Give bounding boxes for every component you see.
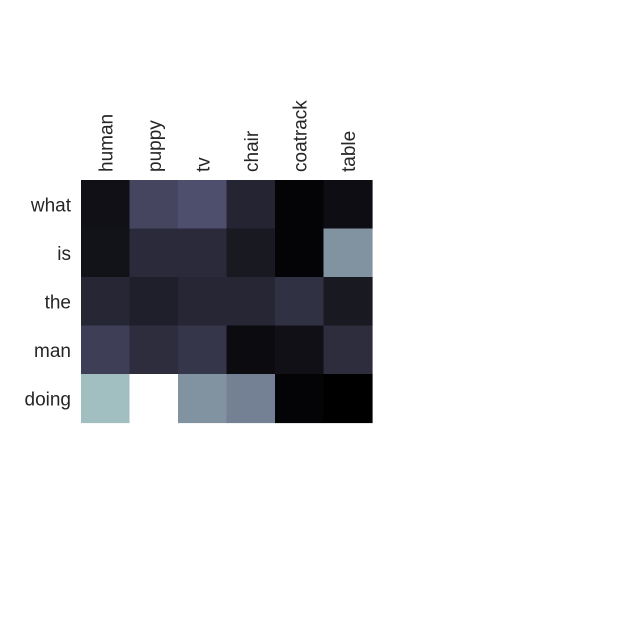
heatmap-cell-doing-tv xyxy=(178,374,228,424)
heatmap-cell-what-human xyxy=(81,180,131,230)
x-tick-label-tv: tv xyxy=(193,157,214,172)
heatmap-cell-doing-human xyxy=(81,374,131,424)
heatmap-cell-doing-table xyxy=(323,374,373,424)
heatmap-cell-the-puppy xyxy=(129,277,179,327)
heatmap-cell-what-coatrack xyxy=(275,180,325,230)
heatmap-cell-is-human xyxy=(81,228,131,278)
y-tick-label-the: the xyxy=(45,292,71,313)
x-tick-labels: human puppy tv chair coatrack table xyxy=(96,100,360,172)
heatmap-cell-man-puppy xyxy=(129,325,179,375)
heatmap-cell-man-coatrack xyxy=(275,325,325,375)
heatmap-cell-is-puppy xyxy=(129,228,179,278)
y-tick-labels: what is the man doing xyxy=(25,195,72,410)
heatmap-cell-man-table xyxy=(323,325,373,375)
x-tick-label-chair: chair xyxy=(242,130,263,172)
heatmap-cell-doing-coatrack xyxy=(275,374,325,424)
x-tick-label-human: human xyxy=(96,114,117,172)
heatmap-cells xyxy=(81,180,373,424)
heatmap-cell-the-tv xyxy=(178,277,228,327)
heatmap-cell-man-chair xyxy=(226,325,276,375)
heatmap-cell-is-chair xyxy=(226,228,276,278)
heatmap-cell-man-human xyxy=(81,325,131,375)
heatmap-cell-is-tv xyxy=(178,228,228,278)
y-tick-label-is: is xyxy=(57,244,71,265)
y-tick-label-man: man xyxy=(34,341,71,362)
x-tick-label-coatrack: coatrack xyxy=(290,100,311,172)
heatmap-cell-the-table xyxy=(323,277,373,327)
x-tick-label-table: table xyxy=(339,131,360,172)
x-tick-label-puppy: puppy xyxy=(145,120,166,172)
heatmap-cell-is-coatrack xyxy=(275,228,325,278)
y-tick-label-doing: doing xyxy=(25,389,72,410)
heatmap-cell-doing-puppy xyxy=(129,374,179,424)
y-tick-label-what: what xyxy=(30,195,72,216)
heatmap-cell-what-table xyxy=(323,180,373,230)
heatmap-cell-what-chair xyxy=(226,180,276,230)
heatmap-cell-the-coatrack xyxy=(275,277,325,327)
heatmap-cell-doing-chair xyxy=(226,374,276,424)
heatmap-cell-man-tv xyxy=(178,325,228,375)
heatmap-cell-what-tv xyxy=(178,180,228,230)
heatmap-cell-the-human xyxy=(81,277,131,327)
heatmap-cell-is-table xyxy=(323,228,373,278)
heatmap-cell-the-chair xyxy=(226,277,276,327)
heatmap-cell-what-puppy xyxy=(129,180,179,230)
